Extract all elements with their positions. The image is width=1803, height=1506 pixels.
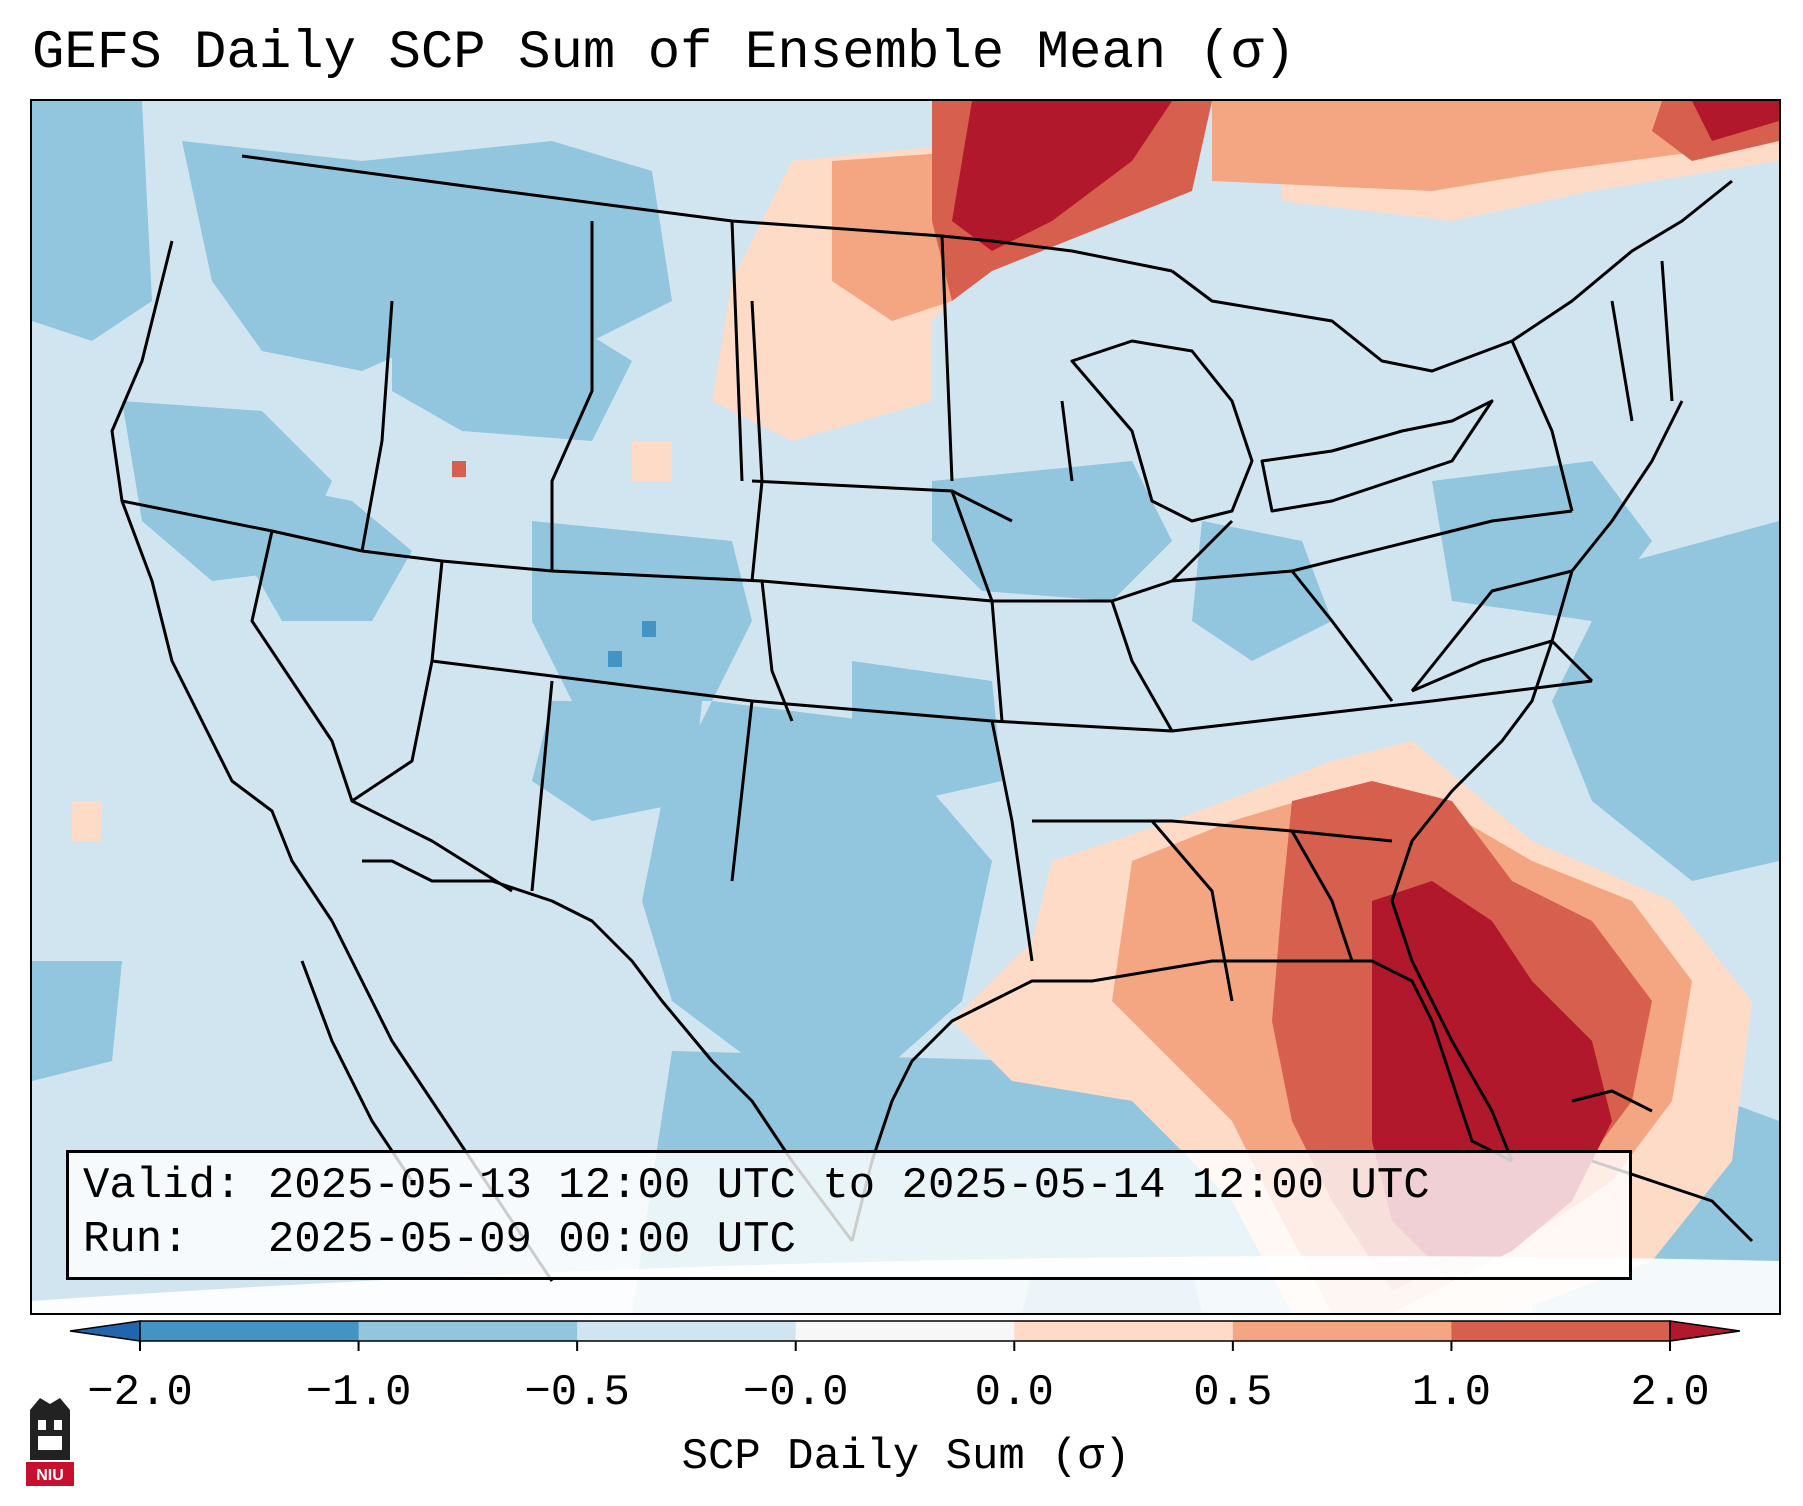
colorbar-bin bbox=[358, 1321, 578, 1341]
niu-logo: NIU bbox=[26, 1398, 74, 1486]
map-title: GEFS Daily SCP Sum of Ensemble Mean (σ) bbox=[32, 23, 1296, 84]
map-panel bbox=[30, 99, 1781, 1315]
run-label: Run: bbox=[83, 1215, 189, 1265]
scp-anomaly-map bbox=[32, 101, 1779, 1313]
colorbar-bin bbox=[1014, 1321, 1234, 1341]
state-boundaries bbox=[110, 154, 1733, 1282]
run-value: 2025-05-09 00:00 UTC bbox=[267, 1215, 796, 1265]
valid-value: 2025-05-13 12:00 UTC to 2025-05-14 12:00… bbox=[267, 1161, 1430, 1211]
colorbar-bin bbox=[140, 1321, 360, 1341]
colorbar-bin bbox=[577, 1321, 797, 1341]
colorbar bbox=[70, 1317, 1740, 1365]
colorbar-tick-label: 0.5 bbox=[1193, 1368, 1273, 1418]
colorbar-graphic bbox=[70, 1320, 1740, 1351]
valid-row: Valid: 2025-05-13 12:00 UTC to 2025-05-1… bbox=[83, 1159, 1615, 1213]
valid-label: Valid: bbox=[83, 1161, 242, 1211]
colorbar-label: SCP Daily Sum (σ) bbox=[681, 1432, 1131, 1482]
valid-info-box: Valid: 2025-05-13 12:00 UTC to 2025-05-1… bbox=[66, 1150, 1632, 1280]
colorbar-tick-label: 0.0 bbox=[974, 1368, 1054, 1418]
run-row: Run: 2025-05-09 00:00 UTC bbox=[83, 1213, 1615, 1267]
colorbar-over-extension bbox=[1669, 1320, 1740, 1342]
colorbar-frame bbox=[139, 1320, 1671, 1342]
colorbar-bin bbox=[1451, 1321, 1671, 1341]
colorbar-under-extension bbox=[70, 1320, 141, 1342]
logo-text: NIU bbox=[36, 1467, 64, 1484]
colorbar-tick-label: −0.5 bbox=[524, 1368, 630, 1418]
colorbar-tick-label: −2.0 bbox=[87, 1368, 193, 1418]
colorbar-tick-label: −1.0 bbox=[305, 1368, 412, 1418]
colorbar-bin bbox=[795, 1321, 1015, 1341]
colorbar-tick-label: −0.0 bbox=[742, 1368, 849, 1418]
colorbar-tick-label: 1.0 bbox=[1411, 1368, 1492, 1418]
colorbar-bin bbox=[1232, 1321, 1452, 1341]
colorbar-tick-label: 2.0 bbox=[1630, 1368, 1710, 1418]
